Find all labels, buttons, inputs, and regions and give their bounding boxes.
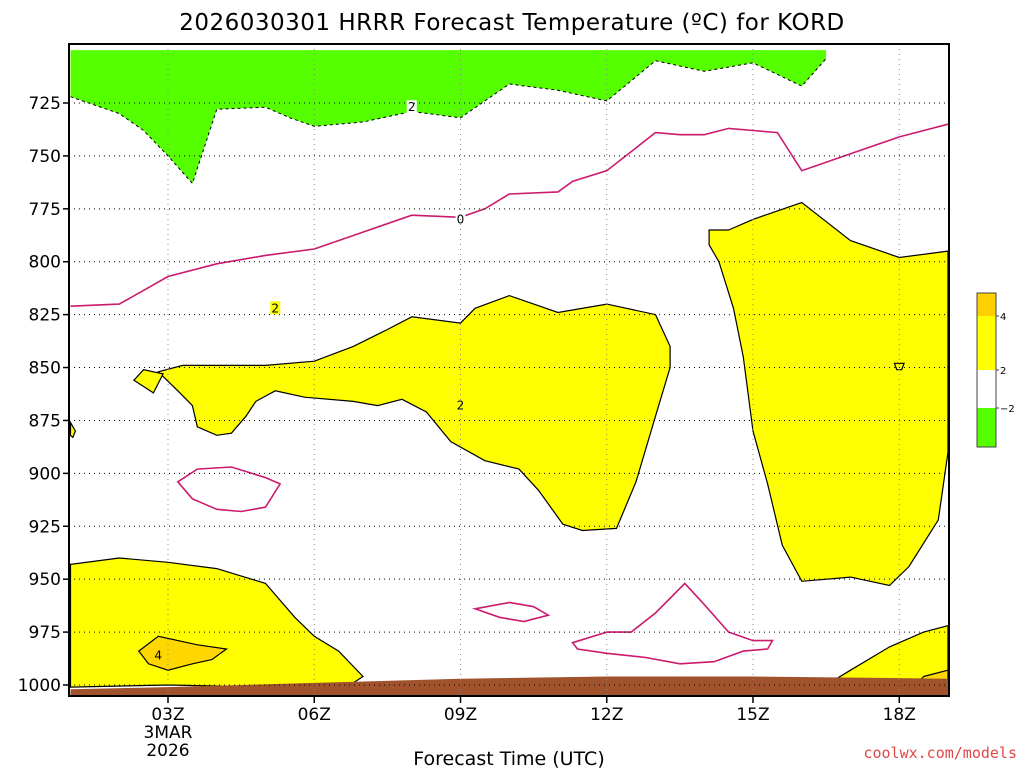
x-date-label: 3MAR [144,723,193,743]
x-tick-label: 03Z [151,705,184,725]
y-tick-label: 825 [29,306,61,326]
y-tick-label: 775 [29,200,61,220]
x-tick-label: 12Z [590,705,623,725]
contour-label: 2 [408,100,416,114]
gold-region [137,635,229,671]
y-tick-label: 800 [29,253,61,273]
y-tick-label: 1000 [18,676,61,696]
y-tick-label: 875 [29,411,61,431]
small-contour-loop [893,362,905,371]
y-tick-label: 975 [29,623,61,643]
y-axis-ticks: 725 750 775 800 825 850 875 900 925 950 975 1000 [18,94,69,696]
colorbar-segment [977,316,996,370]
colorbar-tick-label: −2 [1000,404,1015,415]
yellow-region [132,369,164,394]
ground-surface [70,676,948,696]
contour-label-bg [406,100,417,114]
zero-isotherm-loop [176,466,282,513]
grid-lines [69,44,949,696]
plot-frame [68,43,950,697]
contour-label-bg [153,648,164,662]
zero-isotherm-loop [471,601,551,623]
yellow-region [157,294,671,532]
contour-label: 2 [457,399,465,413]
contour-label: 2 [271,301,279,315]
yellow-region [69,420,77,439]
x-tick-label: 06Z [298,705,331,725]
colorbar-segment [977,370,996,408]
x-tick-label: 15Z [736,705,769,725]
green-region [70,50,827,184]
y-tick-label: 950 [29,570,61,590]
y-tick-label: 925 [29,517,61,537]
contour-label-bg [270,301,281,315]
x-year-label: 2026 [146,741,189,761]
yellow-region [708,201,949,587]
colorbar: 4 2 −2 [976,292,1015,448]
y-tick-label: 850 [29,359,61,379]
zero-isotherm-loop [571,582,774,665]
chart-title: 2026030301 HRRR Forecast Temperature (ºC… [179,10,845,36]
contour-label-bg [455,398,466,412]
contour-label: 4 [154,648,162,662]
y-tick-label: 900 [29,464,61,484]
yellow-region [69,557,364,690]
colorbar-tick-label: 4 [1000,312,1006,323]
colorbar-segment [977,293,996,316]
plot-area: 20224 [69,50,949,696]
zero-isotherm [70,123,949,307]
colorbar-tick-label: 2 [1000,366,1006,377]
contour-label-bg [455,212,466,226]
x-tick-label: 18Z [883,705,916,725]
x-axis-label: Forecast Time (UTC) [413,748,604,768]
credit-text[interactable]: coolwx.com/models [863,744,1017,762]
dashed-contour-neg2 [70,58,827,185]
y-tick-label: 750 [29,147,61,167]
x-tick-label: 09Z [444,705,477,725]
y-tick-label: 725 [29,94,61,114]
colorbar-segment [977,408,996,447]
